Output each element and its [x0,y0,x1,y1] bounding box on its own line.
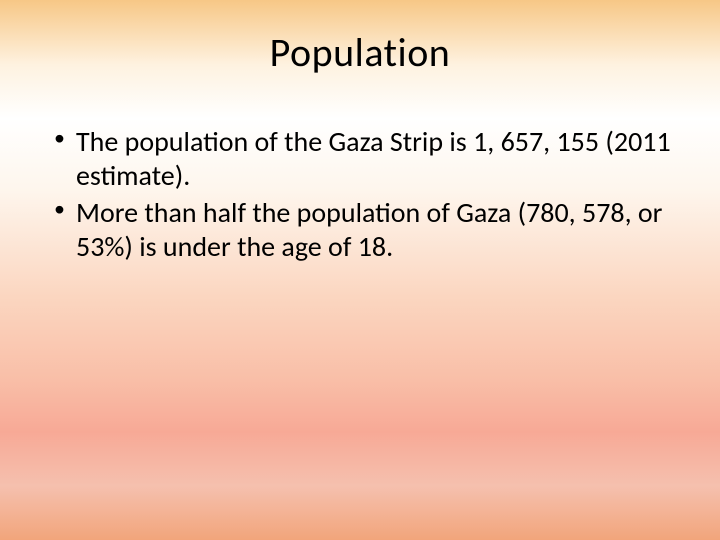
slide-content: The population of the Gaza Strip is 1, 6… [40,125,680,263]
slide: Population The population of the Gaza St… [0,0,720,540]
list-item: More than half the population of Gaza (7… [48,196,680,263]
list-item: The population of the Gaza Strip is 1, 6… [48,125,680,192]
bullet-list: The population of the Gaza Strip is 1, 6… [48,125,680,263]
slide-title: Population [40,28,680,77]
